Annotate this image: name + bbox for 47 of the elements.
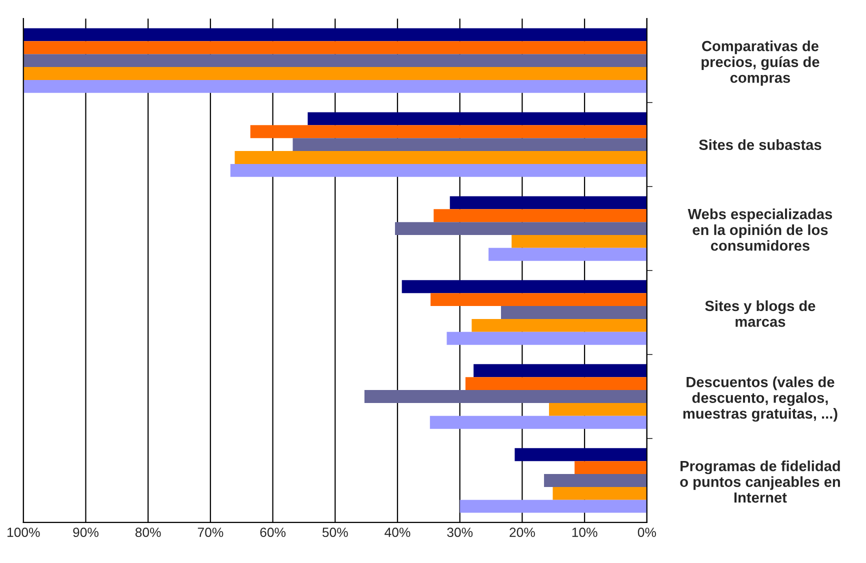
bar <box>23 67 647 80</box>
bar <box>23 28 647 42</box>
bar <box>308 112 647 126</box>
bar <box>430 416 647 429</box>
bar <box>364 390 647 403</box>
x-tick-label: 90% <box>73 528 98 538</box>
bar <box>465 377 647 390</box>
bar <box>250 125 647 138</box>
bar <box>292 138 647 152</box>
x-tick-label: 30% <box>447 528 473 538</box>
bar <box>450 196 647 210</box>
bar <box>23 80 647 93</box>
bar <box>460 500 647 513</box>
bar <box>472 318 647 332</box>
y-tick-label: Descuentos (vales de descuento, regalos, muestras gratuitas, ...) <box>683 376 838 422</box>
bar <box>501 306 647 319</box>
bar <box>574 461 647 474</box>
bar <box>23 54 647 68</box>
y-tick-label: Comparativas de precios, guías de compras <box>702 40 820 86</box>
x-tick-label: 70% <box>198 528 224 538</box>
x-tick-label: 80% <box>135 528 161 538</box>
bar <box>488 248 647 261</box>
y-tick-label: Sites y blogs de marcas <box>705 300 816 327</box>
bar <box>230 164 647 177</box>
x-tick-label: 0% <box>638 528 656 538</box>
bar <box>544 474 647 487</box>
y-tick-label: Webs especializadas en la opinión de los consumidores <box>688 208 832 251</box>
bar <box>514 448 647 462</box>
bar <box>430 293 647 306</box>
bar <box>395 222 647 235</box>
bar <box>474 364 647 378</box>
x-tick-label: 40% <box>384 528 410 538</box>
bar <box>402 280 647 294</box>
x-tick-label: 100% <box>8 528 40 538</box>
bar <box>549 402 647 416</box>
x-tick-label: 20% <box>510 528 535 538</box>
x-tick-label: 10% <box>572 528 598 538</box>
bar <box>234 151 647 164</box>
bar <box>446 332 647 345</box>
bar <box>512 235 647 248</box>
y-tick-label: Programas de fidelidad o puntos canjeables en Internet <box>680 460 840 503</box>
y-tick-label: Sites de subastas <box>699 139 822 150</box>
x-tick-label: 50% <box>322 528 348 538</box>
bar <box>552 486 647 500</box>
x-tick-label: 60% <box>260 528 286 538</box>
bar <box>23 41 647 54</box>
bar <box>434 209 647 222</box>
